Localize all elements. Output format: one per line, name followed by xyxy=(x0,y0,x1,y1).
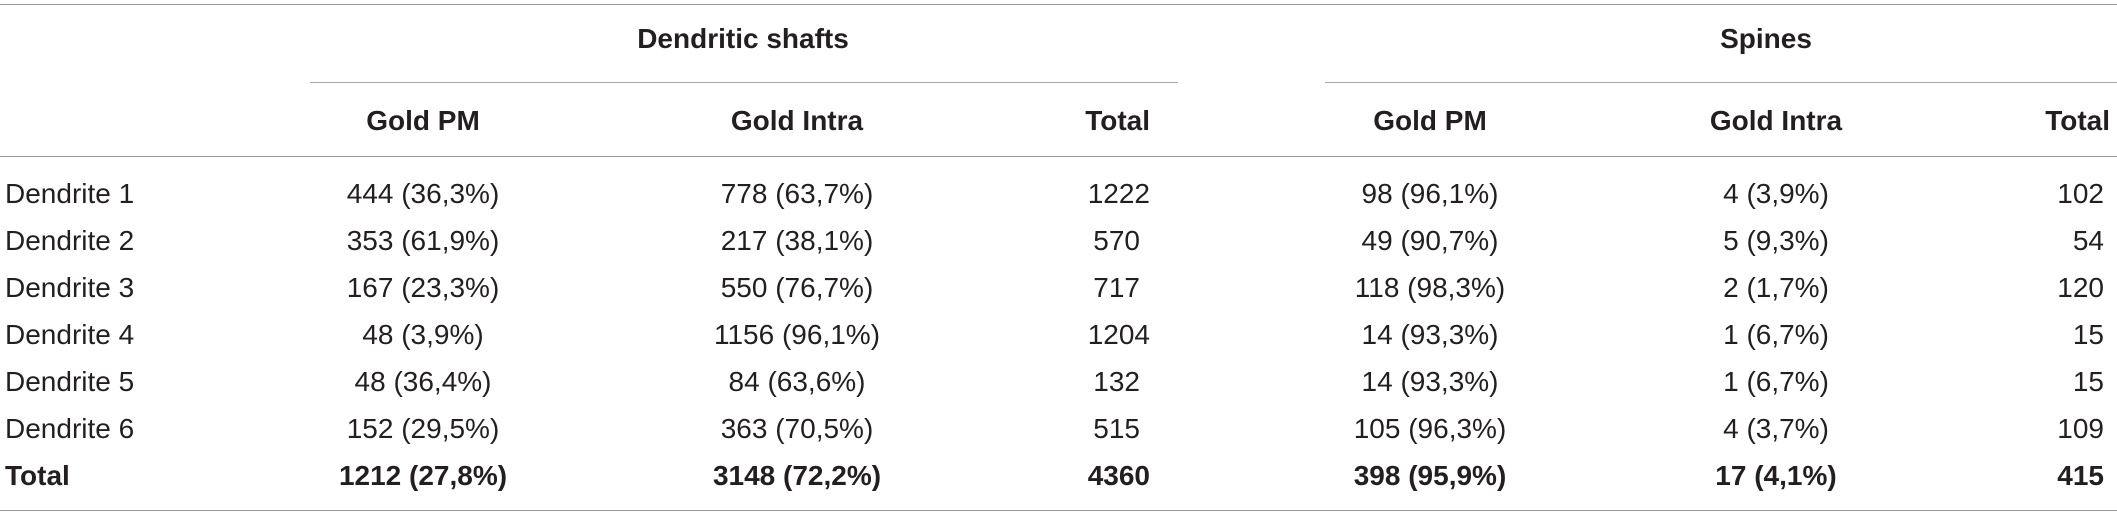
header-spine-gold-intra: Gold Intra xyxy=(1709,105,1843,136)
total-spine-total: 415 xyxy=(2057,460,2104,491)
header-shaft-total: Total xyxy=(1085,105,1150,136)
total-shaft-intra: 3148 (72,2%) xyxy=(712,460,882,491)
group-header-spines: Spines xyxy=(1720,23,1812,54)
cell-spine-intra: 4 (3,7%) xyxy=(1723,413,1829,444)
cell-spine-total: 120 xyxy=(2057,272,2104,303)
cell-shaft-total: 1204 xyxy=(1087,319,1150,350)
cell-shaft-pm: 167 (23,3%) xyxy=(346,272,500,303)
cell-spine-pm: 118 (98,3%) xyxy=(1354,272,1506,303)
cell-spine-intra: 4 (3,9%) xyxy=(1723,178,1829,209)
header-rule xyxy=(0,156,2117,157)
cell-spine-intra: 1 (6,7%) xyxy=(1723,319,1829,350)
top-rule xyxy=(0,4,2117,5)
cell-spine-intra: 1 (6,7%) xyxy=(1723,366,1829,397)
cell-shaft-pm: 444 (36,3%) xyxy=(346,178,500,209)
header-shaft-gold-intra: Gold Intra xyxy=(730,105,864,136)
cell-spine-total: 54 xyxy=(2072,225,2104,256)
cell-shaft-intra: 550 (76,7%) xyxy=(720,272,874,303)
row-label: Dendrite 4 xyxy=(5,319,135,350)
cell-shaft-total: 132 xyxy=(1093,366,1140,397)
cell-shaft-intra: 217 (38,1%) xyxy=(720,225,874,256)
cell-spine-intra: 5 (9,3%) xyxy=(1723,225,1829,256)
cell-spine-pm: 14 (93,3%) xyxy=(1361,319,1499,350)
cell-shaft-pm: 353 (61,9%) xyxy=(346,225,500,256)
bottom-rule xyxy=(0,510,2117,511)
cell-shaft-pm: 48 (36,4%) xyxy=(354,366,492,397)
shafts-group-rule xyxy=(310,82,1178,83)
header-spine-total: Total xyxy=(2045,105,2110,136)
header-shaft-gold-pm: Gold PM xyxy=(366,105,480,136)
cell-shaft-intra: 1156 (96,1%) xyxy=(713,319,881,350)
cell-spine-pm: 98 (96,1%) xyxy=(1361,178,1499,209)
cell-shaft-pm: 48 (3,9%) xyxy=(362,319,484,350)
cell-spine-total: 15 xyxy=(2072,319,2104,350)
cell-shaft-intra: 84 (63,6%) xyxy=(728,366,866,397)
total-spine-intra: 17 (4,1%) xyxy=(1715,460,1837,491)
cell-shaft-total: 515 xyxy=(1093,413,1140,444)
cell-spine-total: 102 xyxy=(2057,178,2104,209)
cell-shaft-pm: 152 (29,5%) xyxy=(346,413,500,444)
cell-spine-total: 109 xyxy=(2057,413,2104,444)
cell-shaft-intra: 778 (63,7%) xyxy=(720,178,874,209)
cell-shaft-total: 717 xyxy=(1093,272,1140,303)
total-row-label: Total xyxy=(5,460,70,491)
cell-spine-pm: 14 (93,3%) xyxy=(1361,366,1499,397)
row-label: Dendrite 6 xyxy=(5,413,135,444)
cell-shaft-total: 570 xyxy=(1093,225,1140,256)
row-label: Dendrite 5 xyxy=(5,366,135,397)
cell-spine-total: 15 xyxy=(2072,366,2104,397)
row-label: Dendrite 2 xyxy=(5,225,135,256)
total-shaft-pm: 1212 (27,8%) xyxy=(338,460,508,491)
cell-spine-pm: 105 (96,3%) xyxy=(1353,413,1507,444)
row-label: Dendrite 1 xyxy=(5,178,135,209)
header-spine-gold-pm: Gold PM xyxy=(1373,105,1487,136)
cell-spine-pm: 49 (90,7%) xyxy=(1361,225,1499,256)
group-header-dendritic-shafts: Dendritic shafts xyxy=(637,23,849,54)
cell-shaft-total: 1222 xyxy=(1087,178,1150,209)
total-spine-pm: 398 (95,9%) xyxy=(1353,460,1507,491)
row-label: Dendrite 3 xyxy=(5,272,135,303)
cell-shaft-intra: 363 (70,5%) xyxy=(720,413,874,444)
total-shaft-total: 4360 xyxy=(1087,460,1150,491)
cell-spine-intra: 2 (1,7%) xyxy=(1723,272,1829,303)
spines-group-rule xyxy=(1325,82,2117,83)
